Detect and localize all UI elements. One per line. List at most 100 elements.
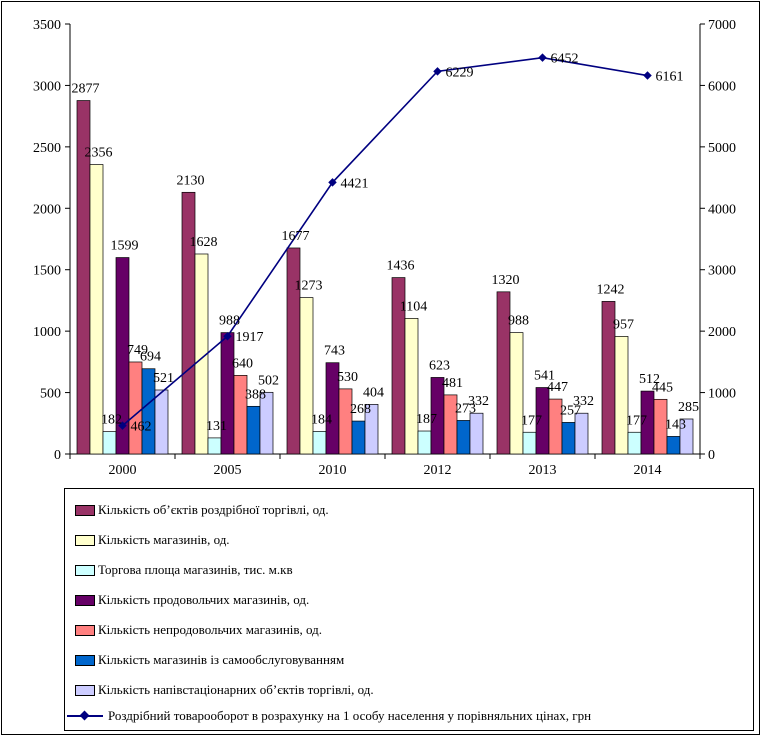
line-point-2013	[538, 53, 547, 62]
legend-label-4: Кількість продовольчих магазинів, од.	[98, 592, 310, 607]
legend-item-3: Торгова площа магазинів, тис. м.кв	[65, 561, 293, 579]
legend-label-2: Кількість магазинів, од.	[98, 532, 230, 547]
bar-label-s4-2005: 988	[219, 314, 240, 329]
legend-item-4: Кількість продовольчих магазинів, од.	[65, 591, 309, 609]
bar-s2-2000	[89, 164, 104, 455]
legend-swatch-7	[75, 684, 95, 696]
y-tick-label-left-0: 0	[54, 448, 61, 463]
bar-label-s1-2013: 1320	[492, 273, 520, 288]
bar-s2-2014	[614, 336, 629, 455]
bar-label-s2-2013: 988	[508, 314, 529, 329]
x-tick-label-2012: 2012	[424, 463, 452, 478]
legend-swatch-1	[75, 504, 95, 516]
bar-s7-2012	[469, 412, 484, 455]
bar-s3-2000	[102, 431, 117, 455]
bar-label-s1-2010: 1677	[282, 229, 310, 244]
legend-swatch-2	[75, 534, 95, 546]
bar-label-s6-2012: 273	[455, 401, 476, 416]
x-tick-label-2000: 2000	[109, 463, 137, 478]
bar-label-s4-2012: 623	[429, 358, 450, 373]
legend-swatch-6	[75, 654, 95, 666]
bar-s4-2005	[220, 332, 235, 455]
bar-label-s5-2005: 640	[232, 356, 253, 371]
legend-item-8: Роздрібний товарооборот в розрахунку на …	[65, 707, 591, 725]
bar-s2-2013	[509, 332, 524, 455]
x-tick-label-2014: 2014	[634, 463, 662, 478]
bar-label-s5-2010: 530	[337, 370, 358, 385]
bar-s2-2010	[299, 297, 314, 455]
bar-s6-2012	[456, 420, 471, 455]
legend-line-swatch	[65, 710, 105, 722]
bar-label-s5-2013: 447	[547, 380, 568, 395]
line-label-2013: 6452	[551, 52, 579, 67]
bar-label-s3-2012: 187	[416, 412, 437, 427]
y-tick-label-left-6: 3000	[33, 79, 61, 94]
y-tick-label-right-3: 3000	[708, 264, 736, 279]
line-point-2012	[433, 67, 442, 76]
y-tick-label-right-5: 5000	[708, 141, 736, 156]
bar-label-s3-2000: 182	[101, 413, 122, 428]
legend-item-5: Кількість непродовольчих магазинів, од.	[65, 621, 322, 639]
bar-label-s7-2012: 332	[468, 394, 489, 409]
y-tick-label-right-1: 1000	[708, 387, 736, 402]
bar-s5-2010	[338, 388, 353, 455]
bar-label-s2-2012: 1104	[400, 299, 427, 314]
y-tick-label-left-7: 3500	[33, 18, 61, 33]
bar-s7-2013	[574, 412, 589, 455]
legend-label-3: Торгова площа магазинів, тис. м.кв	[98, 562, 293, 577]
bar-s3-2013	[522, 431, 537, 455]
bar-label-s1-2000: 2877	[72, 82, 100, 97]
bar-label-s7-2000: 521	[153, 371, 174, 386]
bar-s7-2014	[679, 418, 694, 455]
line-label-2010: 4421	[341, 176, 369, 191]
bar-label-s6-2013: 257	[560, 403, 581, 418]
y-tick-label-left-2: 1000	[33, 325, 61, 340]
bar-label-s5-2000: 749	[127, 343, 148, 358]
bar-label-s3-2005: 131	[206, 419, 227, 434]
legend-label-6: Кількість магазинів із самообслуговуванн…	[98, 652, 345, 667]
bar-label-s7-2013: 332	[573, 394, 594, 409]
bar-label-s4-2010: 743	[324, 344, 345, 359]
bar-s6-2005	[246, 405, 261, 455]
line-point-2010	[328, 178, 337, 187]
legend-swatch-5	[75, 624, 95, 636]
bar-label-s6-2005: 388	[245, 387, 266, 402]
y-tick-label-right-2: 2000	[708, 325, 736, 340]
bar-s3-2010	[312, 431, 327, 455]
y-tick-label-left-4: 2000	[33, 202, 61, 217]
bar-label-s4-2000: 1599	[111, 239, 139, 254]
bar-label-s4-2013: 541	[534, 369, 555, 384]
legend-item-6: Кількість магазинів із самообслуговуванн…	[65, 651, 344, 669]
bar-s6-2013	[561, 422, 576, 455]
bar-s3-2014	[627, 431, 642, 455]
bar-label-s6-2000: 694	[140, 350, 161, 365]
line-point-2014	[643, 71, 652, 80]
bar-label-s1-2012: 1436	[387, 259, 415, 274]
bar-label-s6-2014: 143	[665, 417, 686, 432]
bar-s2-2005	[194, 253, 209, 455]
y-tick-label-right-4: 4000	[708, 202, 736, 217]
bar-label-s2-2000: 2356	[85, 146, 113, 161]
legend-label-5: Кількість непродовольчих магазинів, од.	[98, 622, 323, 637]
line-label-2012: 6229	[446, 65, 474, 80]
line-label-2005: 1917	[236, 330, 264, 345]
bar-label-s2-2005: 1628	[190, 235, 218, 250]
bar-s7-2005	[259, 391, 274, 455]
line-point-2005	[223, 331, 232, 341]
bar-s4-2000	[115, 257, 130, 455]
bar-label-s3-2014: 177	[626, 413, 647, 428]
y-tick-label-left-3: 1500	[33, 264, 61, 279]
y-tick-label-right-6: 6000	[708, 79, 736, 94]
bar-s3-2005	[207, 437, 222, 455]
x-tick-label-2010: 2010	[319, 463, 347, 478]
bar-label-s3-2010: 184	[311, 412, 332, 427]
bar-label-s2-2014: 957	[613, 317, 634, 332]
legend-label-7: Кількість напівстаціонарних об’єктів тор…	[98, 682, 374, 697]
bar-label-s3-2013: 177	[521, 413, 542, 428]
x-tick-label-2005: 2005	[214, 463, 242, 478]
legend-swatch-3	[75, 564, 95, 576]
bar-label-s4-2014: 512	[639, 372, 660, 387]
bar-label-s7-2014: 285	[678, 400, 699, 415]
